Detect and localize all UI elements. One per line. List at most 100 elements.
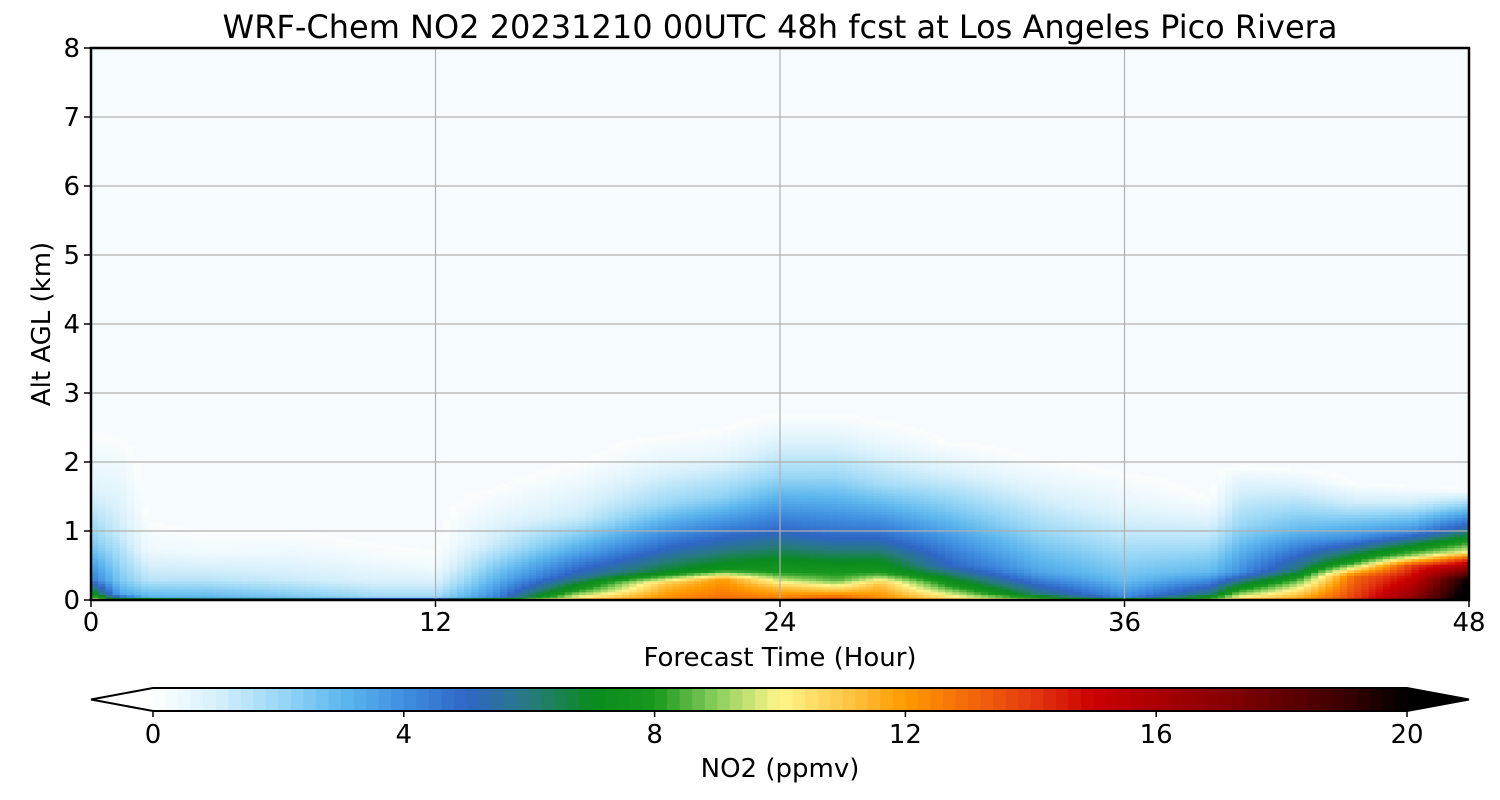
heatmap-cell (220, 564, 228, 568)
heatmap-cell (277, 550, 286, 554)
heatmap-cell (708, 561, 717, 565)
heatmap-cell (600, 586, 609, 590)
heatmap-cell (299, 547, 307, 551)
heatmap-cell (736, 569, 745, 573)
heatmap-cell (356, 575, 365, 579)
heatmap-cell (736, 539, 745, 543)
heatmap-cell (636, 467, 645, 471)
heatmap-cell (758, 431, 767, 435)
heatmap-cell (579, 464, 587, 469)
heatmap-cell (780, 497, 788, 502)
heatmap-cell (622, 511, 630, 516)
heatmap-cell (780, 539, 788, 543)
heatmap-cell (141, 575, 150, 579)
heatmap-cell (91, 456, 99, 460)
heatmap-cell (98, 492, 106, 496)
heatmap-cell (220, 575, 228, 579)
heatmap-cell (866, 550, 874, 554)
heatmap-cell (134, 583, 142, 587)
heatmap-cell (126, 495, 135, 499)
heatmap-cell (105, 569, 114, 573)
heatmap-cell (772, 423, 781, 427)
heatmap-cell (629, 580, 638, 585)
heatmap-cell (844, 561, 853, 565)
heatmap-cell (586, 478, 594, 482)
heatmap-cell (643, 566, 652, 571)
heatmap-cell (823, 547, 831, 551)
heatmap-cell (593, 544, 602, 549)
heatmap-cell (593, 481, 602, 485)
heatmap-cell (378, 553, 386, 557)
heatmap-cell (758, 555, 767, 560)
heatmap-cell (327, 544, 336, 549)
heatmap-cell (837, 517, 846, 521)
heatmap-cell (421, 586, 429, 590)
heatmap-cell (830, 580, 839, 585)
heatmap-cell (665, 517, 673, 521)
heatmap-cell (277, 575, 286, 579)
heatmap-cell (815, 484, 824, 488)
heatmap-cell (657, 489, 666, 493)
heatmap-cell (665, 511, 673, 516)
heatmap-cell (622, 506, 630, 510)
heatmap-cell (614, 464, 623, 469)
heatmap-cell (672, 445, 681, 449)
heatmap-cell (765, 536, 774, 540)
heatmap-cell (126, 591, 135, 596)
heatmap-cell (464, 597, 472, 600)
heatmap-cell (823, 450, 831, 455)
heatmap-cell (751, 572, 760, 576)
heatmap-cell (801, 448, 810, 452)
heatmap-cell (98, 489, 106, 493)
heatmap-cell (91, 525, 99, 529)
heatmap-cell (643, 450, 652, 455)
heatmap-cell (291, 550, 300, 554)
heatmap-cell (571, 492, 580, 496)
heatmap-cell (284, 542, 293, 546)
heatmap-cell (858, 514, 867, 518)
heatmap-cell (823, 486, 831, 491)
heatmap-cell (392, 558, 401, 562)
heatmap-cell (191, 566, 200, 571)
heatmap-cell (464, 531, 472, 535)
heatmap-cell (650, 528, 659, 532)
heatmap-cell (844, 508, 853, 513)
heatmap-cell (141, 544, 150, 549)
heatmap-cell (98, 566, 106, 571)
heatmap-cell (607, 550, 616, 554)
heatmap-cell (370, 544, 379, 549)
heatmap-cell (801, 586, 810, 590)
heatmap-cell (636, 583, 645, 587)
heatmap-cell (528, 569, 537, 573)
heatmap-cell (780, 558, 788, 562)
heatmap-cell (327, 583, 336, 587)
heatmap-cell (478, 547, 487, 551)
heatmap-cell (736, 553, 745, 557)
heatmap-cell (794, 536, 803, 540)
heatmap-cell (342, 580, 350, 585)
heatmap-cell (557, 506, 566, 510)
heatmap-cell (686, 536, 695, 540)
heatmap-cell (464, 544, 472, 549)
heatmap-cell (880, 566, 889, 571)
heatmap-cell (579, 558, 587, 562)
heatmap-cell (873, 588, 882, 593)
heatmap-cell (772, 497, 781, 502)
heatmap-cell (299, 553, 307, 557)
heatmap-cell (370, 550, 379, 554)
heatmap-cell (880, 445, 889, 449)
heatmap-cell (141, 566, 150, 571)
heatmap-cell (823, 555, 831, 560)
heatmap-cell (715, 478, 724, 482)
heatmap-cell (607, 481, 616, 485)
heatmap-cell (844, 566, 853, 571)
heatmap-cell (571, 522, 580, 527)
heatmap-cell (119, 481, 128, 485)
heatmap-cell (808, 514, 817, 518)
heatmap-cell (679, 525, 688, 529)
heatmap-cell (564, 481, 573, 485)
heatmap-cell (701, 569, 709, 573)
heatmap-cell (657, 531, 666, 535)
heatmap-cell (722, 542, 731, 546)
heatmap-cell (514, 550, 523, 554)
